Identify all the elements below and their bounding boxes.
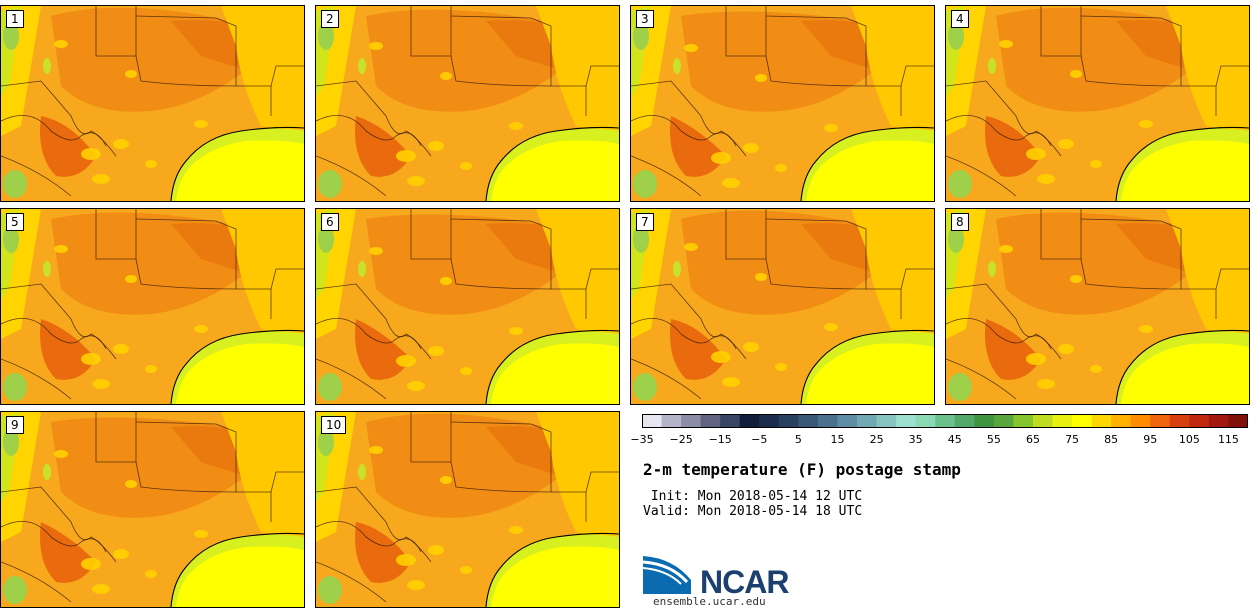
colorbar-tick-label: 95 — [1143, 433, 1158, 446]
temperature-map — [631, 6, 934, 201]
colorbar-swatch — [661, 414, 682, 428]
colorbar-swatch — [798, 414, 819, 428]
colorbar-swatch — [642, 414, 663, 428]
ensemble-member-panel: 5 — [0, 208, 305, 405]
colorbar-swatch — [1169, 414, 1190, 428]
temperature-map — [316, 6, 619, 201]
colorbar-swatch — [700, 414, 721, 428]
member-number-label: 1 — [6, 10, 24, 28]
valid-time: Valid: Mon 2018-05-14 18 UTC — [643, 504, 863, 519]
temperature-map — [1, 6, 304, 201]
temperature-map — [946, 209, 1249, 404]
ensemble-member-panel: 10 — [315, 411, 620, 608]
colorbar-swatch — [1150, 414, 1171, 428]
page-title: 2-m temperature (F) postage stamp — [643, 460, 961, 479]
colorbar-tick-label: −35 — [630, 433, 654, 446]
colorbar-swatch — [778, 414, 799, 428]
ensemble-url: ensemble.ucar.edu — [653, 595, 766, 608]
colorbar-swatch — [720, 414, 741, 428]
colorbar-swatch — [759, 414, 780, 428]
colorbar-swatch — [739, 414, 760, 428]
colorbar-tick-label: −25 — [669, 433, 693, 446]
colorbar-tick-label: 55 — [986, 433, 1001, 446]
member-number-label: 3 — [636, 10, 654, 28]
ensemble-member-panel: 7 — [630, 208, 935, 405]
colorbar-swatch — [1111, 414, 1132, 428]
ncar-logo-text: NCAR — [700, 564, 789, 600]
temperature-map — [1, 209, 304, 404]
temperature-map — [946, 6, 1249, 201]
ensemble-member-panel: 4 — [945, 5, 1250, 202]
ensemble-member-panel: 2 — [315, 5, 620, 202]
member-number-label: 10 — [321, 416, 347, 434]
temperature-map — [316, 412, 619, 607]
member-number-label: 5 — [6, 213, 24, 231]
colorbar-swatch — [1013, 414, 1034, 428]
colorbar-swatch — [1189, 414, 1210, 428]
colorbar-tick-label: 85 — [1104, 433, 1119, 446]
temperature-colorbar — [642, 414, 1248, 428]
colorbar-swatch — [896, 414, 917, 428]
colorbar-tick-label: 105 — [1178, 433, 1200, 446]
colorbar-tick-label: 5 — [794, 433, 802, 446]
member-number-label: 2 — [321, 10, 339, 28]
init-time: Init: Mon 2018-05-14 12 UTC — [643, 489, 863, 504]
colorbar-swatch — [1072, 414, 1093, 428]
colorbar-swatch — [857, 414, 878, 428]
ensemble-member-panel: 1 — [0, 5, 305, 202]
colorbar-swatch — [1091, 414, 1112, 428]
colorbar-swatch — [915, 414, 936, 428]
colorbar-swatch — [1032, 414, 1054, 428]
member-number-label: 7 — [636, 213, 654, 231]
ensemble-member-panel: 9 — [0, 411, 305, 608]
temperature-map — [1, 412, 304, 607]
colorbar-swatch — [1052, 414, 1073, 428]
ncar-logo-icon — [643, 556, 691, 594]
ensemble-member-panel: 3 — [630, 5, 935, 202]
colorbar-tick-label: 65 — [1025, 433, 1040, 446]
member-number-label: 4 — [951, 10, 969, 28]
colorbar-tick-label: 35 — [908, 433, 923, 446]
colorbar-swatch — [935, 414, 956, 428]
member-number-label: 8 — [951, 213, 969, 231]
colorbar-swatch — [954, 414, 975, 428]
colorbar-swatch — [993, 414, 1014, 428]
colorbar-swatch — [876, 414, 897, 428]
colorbar-tick-label: −5 — [751, 433, 768, 446]
temperature-map — [316, 209, 619, 404]
colorbar-tick-label: 115 — [1217, 433, 1239, 446]
colorbar-tick-labels: −35 −25 −15 −5 5 15 25 35 45 55 65 75 85 95 105 115 — [630, 433, 1248, 449]
colorbar-tick-label: 15 — [830, 433, 845, 446]
colorbar-swatch — [1208, 414, 1229, 428]
ensemble-member-panel: 6 — [315, 208, 620, 405]
colorbar-swatch — [817, 414, 838, 428]
colorbar-swatch — [974, 414, 995, 428]
colorbar-tick-label: 75 — [1065, 433, 1080, 446]
temperature-map — [631, 209, 934, 404]
colorbar-swatch — [837, 414, 858, 428]
colorbar-swatch — [681, 414, 702, 428]
colorbar-swatch — [1130, 414, 1151, 428]
member-number-label: 9 — [6, 416, 24, 434]
colorbar-tick-label: −15 — [708, 433, 732, 446]
member-number-label: 6 — [321, 213, 339, 231]
colorbar-tick-label: 45 — [947, 433, 962, 446]
colorbar-tick-label: 25 — [869, 433, 884, 446]
colorbar-swatch — [1228, 414, 1248, 428]
ensemble-member-panel: 8 — [945, 208, 1250, 405]
